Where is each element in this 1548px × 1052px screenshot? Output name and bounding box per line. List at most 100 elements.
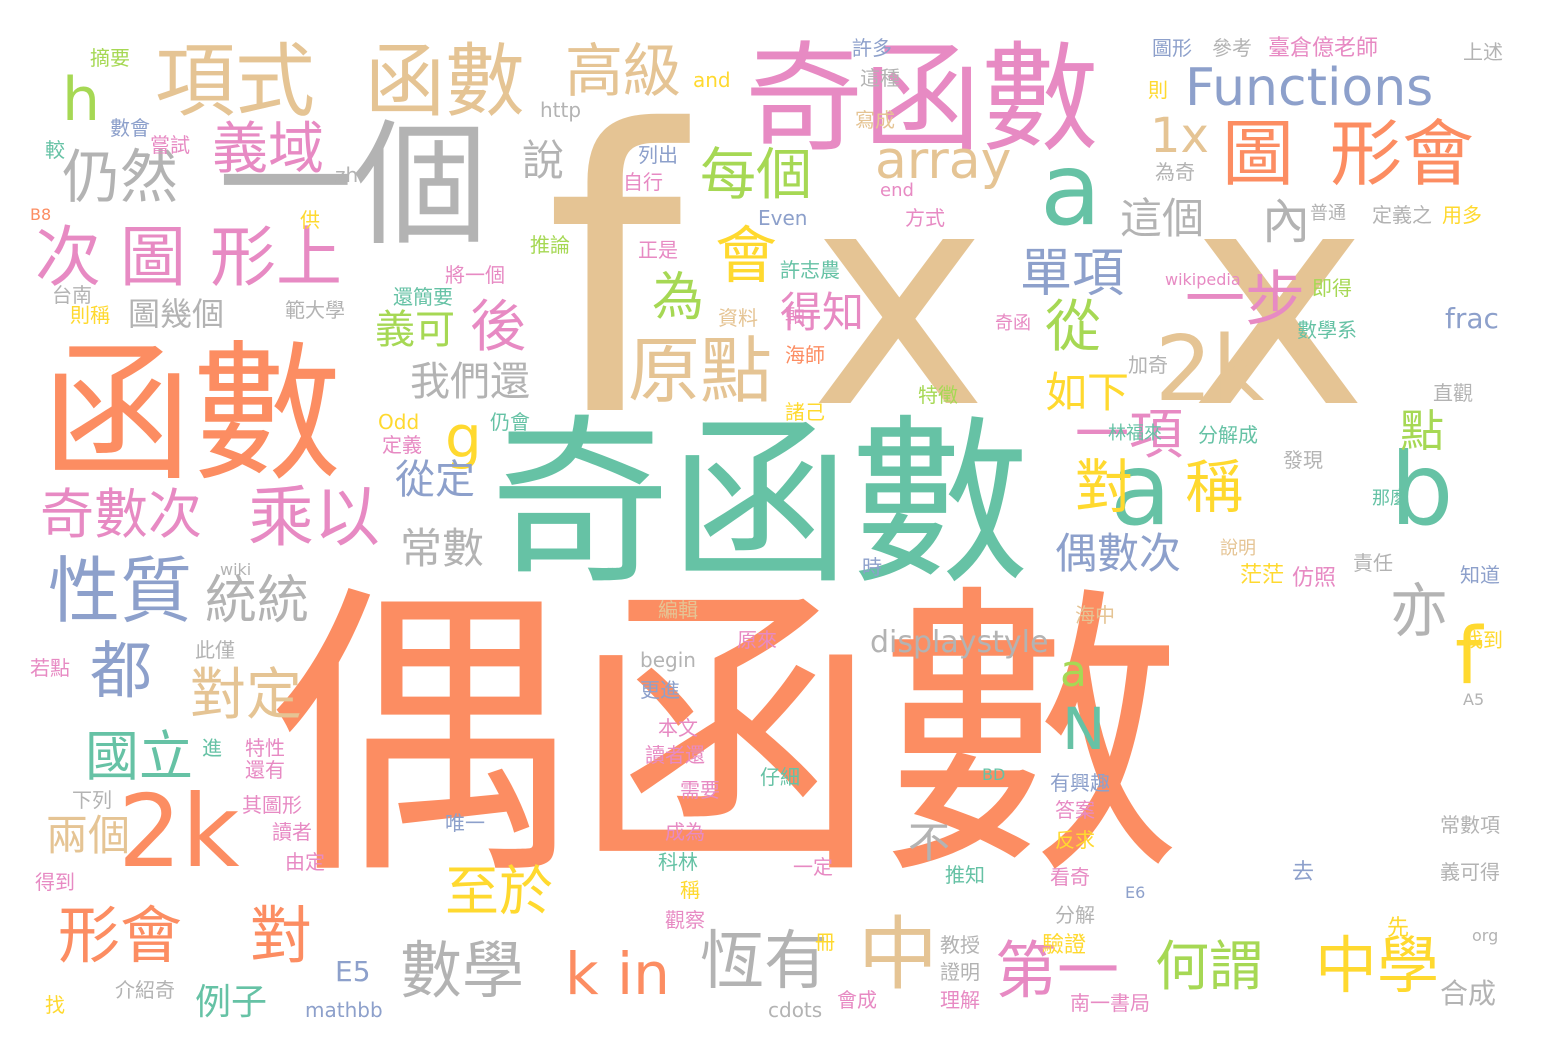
cloud-word: 找到	[1463, 630, 1503, 650]
cloud-word: Odd	[378, 412, 419, 432]
cloud-word: 則稱	[70, 305, 110, 325]
cloud-word: 仿照	[1292, 568, 1336, 590]
cloud-word: 稱	[1185, 458, 1243, 516]
cloud-word: 2k	[118, 782, 240, 882]
cloud-word: 性質	[48, 555, 192, 627]
cloud-word: 反求	[1055, 830, 1095, 850]
cloud-word: 海師	[785, 345, 825, 365]
cloud-word: org	[1472, 928, 1498, 944]
cloud-word: 統統	[205, 575, 309, 627]
cloud-word: end	[880, 182, 914, 200]
cloud-word: 教授	[940, 935, 980, 955]
cloud-word: 找	[45, 995, 65, 1015]
cloud-word: 奇函數	[490, 415, 1030, 595]
cloud-word: and	[693, 70, 731, 90]
cloud-word: 看奇	[1050, 867, 1090, 887]
cloud-word: 還簡要	[393, 287, 453, 307]
cloud-word: 軸	[785, 305, 805, 325]
cloud-word: 發現	[1283, 450, 1323, 470]
cloud-word: 函數	[365, 42, 525, 122]
cloud-word: 寫成	[855, 110, 895, 130]
cloud-word: 用多	[1442, 205, 1482, 225]
cloud-word: 若點	[30, 658, 70, 678]
cloud-word: 時	[862, 557, 882, 577]
cloud-word: E5	[335, 958, 371, 986]
cloud-word: 從定	[395, 460, 475, 500]
cloud-word: 這種	[860, 68, 900, 88]
cloud-word: 每個	[700, 148, 812, 204]
cloud-word: h	[62, 70, 100, 130]
cloud-word: 會成	[837, 990, 877, 1010]
cloud-word: 中學	[1315, 935, 1439, 997]
cloud-word: 正是	[638, 240, 678, 260]
cloud-word: 說	[522, 140, 564, 182]
cloud-word: 對定	[190, 668, 302, 724]
cloud-word: 這個	[1120, 198, 1204, 240]
cloud-word: 將一個	[445, 265, 505, 285]
cloud-word: wiki	[220, 562, 251, 578]
cloud-word: 推論	[530, 235, 570, 255]
cloud-word: 對	[1075, 458, 1133, 516]
cloud-word: displaystyle	[870, 628, 1048, 658]
cloud-word: 至於	[445, 865, 553, 919]
cloud-word: 範大學	[285, 300, 345, 320]
cloud-word: 數會	[110, 118, 150, 138]
cloud-word: a	[1040, 140, 1101, 240]
cloud-word: mathbb	[305, 1000, 383, 1020]
cloud-word: 特性	[245, 738, 285, 758]
cloud-word: 高級	[565, 42, 681, 100]
cloud-word: 形會	[58, 905, 182, 967]
cloud-word: 原點	[628, 335, 772, 407]
cloud-word: 分解成	[1198, 425, 1258, 445]
cloud-word: 內	[1262, 198, 1310, 246]
cloud-word: 義可	[375, 310, 455, 350]
cloud-word: 需要	[680, 780, 720, 800]
cloud-word: 驗證	[1042, 935, 1086, 957]
cloud-word: 分解	[1055, 905, 1095, 925]
cloud-word: 不	[908, 822, 950, 864]
cloud-word: 列出	[638, 145, 678, 165]
cloud-word: 冊	[815, 932, 835, 952]
cloud-word: 圖	[120, 225, 186, 291]
cloud-word: 諸己	[785, 402, 825, 422]
cloud-word: 兩個	[46, 815, 130, 857]
cloud-word: 方式	[905, 208, 945, 228]
cloud-word: http	[540, 100, 581, 120]
cloud-word: 稱	[680, 880, 700, 900]
cloud-word: N	[1062, 700, 1105, 758]
cloud-word: 何謂	[1155, 940, 1263, 994]
cloud-word: 亦	[1390, 582, 1448, 640]
cloud-word: k in	[565, 945, 670, 1003]
cloud-word: cdots	[768, 1000, 822, 1020]
cloud-word: 責任	[1353, 553, 1393, 573]
cloud-word: 圖幾個	[128, 298, 224, 330]
cloud-word: 本文	[658, 718, 698, 738]
cloud-word: 答案	[1055, 800, 1095, 820]
cloud-word: 義可得	[1440, 862, 1500, 882]
cloud-word: 林福來	[1108, 425, 1162, 443]
cloud-word: 下列	[72, 790, 112, 810]
cloud-word: 供	[300, 210, 320, 230]
cloud-word: 次	[35, 225, 101, 291]
cloud-word: 項式	[155, 42, 315, 122]
cloud-word: 成為	[665, 822, 705, 842]
cloud-word: 嘗試	[150, 135, 190, 155]
cloud-word: 科林	[658, 852, 698, 872]
cloud-word: Functions	[1185, 62, 1433, 114]
cloud-word: 2k	[1155, 325, 1264, 415]
cloud-word: 許志農	[780, 260, 840, 280]
cloud-word: 編輯	[658, 600, 698, 620]
cloud-word: 仍會	[490, 412, 530, 432]
cloud-word: 一定	[793, 857, 833, 877]
cloud-word: 證明	[940, 962, 980, 982]
cloud-word: 知道	[1460, 565, 1500, 585]
cloud-word: 還有	[245, 760, 285, 780]
cloud-word: 臺倉億老師	[1268, 38, 1378, 60]
cloud-word: 函數	[42, 340, 342, 490]
cloud-word: 點	[1400, 410, 1444, 454]
cloud-word: 上述	[1463, 42, 1503, 62]
cloud-word: 形會	[1330, 118, 1474, 190]
cloud-word: Even	[758, 208, 807, 228]
cloud-word: 其圖形	[242, 795, 302, 815]
